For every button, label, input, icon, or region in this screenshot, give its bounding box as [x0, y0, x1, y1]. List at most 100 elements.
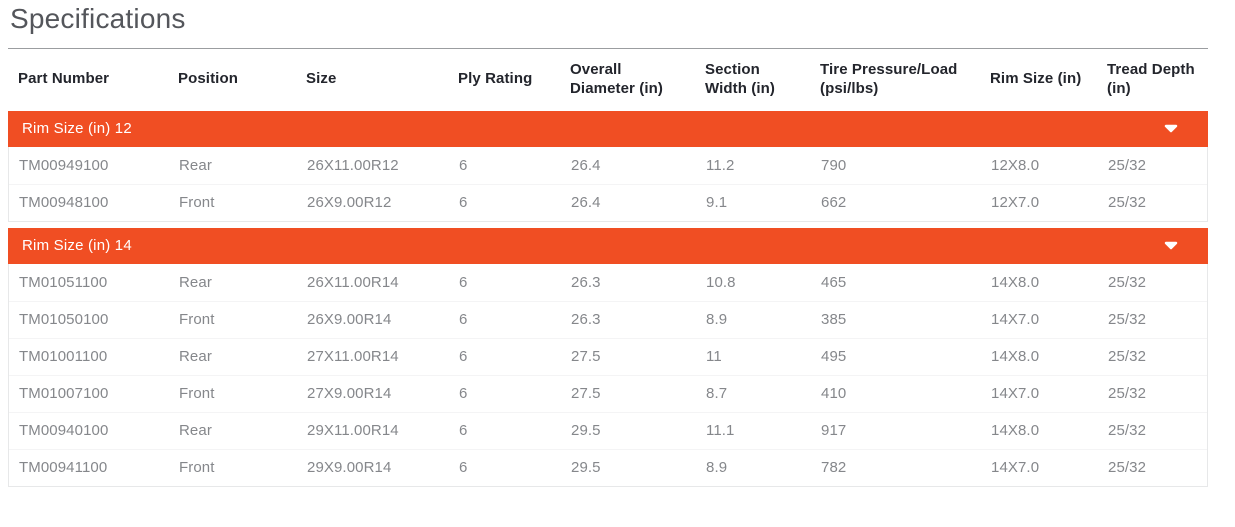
- table-cell: Rear: [179, 273, 212, 291]
- table-cell: 25/32: [1108, 273, 1147, 291]
- table-cell: 6: [459, 156, 468, 174]
- table-cell: 26X9.00R14: [307, 311, 392, 329]
- group-header-label: Rim Size (in) 14: [22, 237, 132, 255]
- table-cell: 10.8: [706, 273, 736, 291]
- table-cell: 8.9: [706, 459, 728, 477]
- table-cell: 25/32: [1108, 422, 1147, 440]
- table-cell: 12X7.0: [991, 194, 1040, 212]
- header-row: Part Number Position Size Ply Rating Ove…: [8, 47, 1208, 111]
- table-cell: TM01050100: [19, 311, 109, 329]
- group-header-label: Rim Size (in) 12: [22, 120, 132, 138]
- column-header: Part Number: [18, 70, 110, 88]
- rim-size-group: Rim Size (in) 12 TM00949100 Rear 26X11.00R…: [8, 110, 1208, 222]
- table-cell: 6: [459, 273, 468, 291]
- table-cell: 385: [821, 311, 847, 329]
- table-cell: 26.4: [571, 194, 601, 212]
- table-cell: 26.3: [571, 273, 601, 291]
- table-cell: 27X9.00R14: [307, 385, 392, 403]
- table-cell: 12X8.0: [991, 156, 1040, 174]
- group-header-bar[interactable]: Rim Size (in) 14: [8, 227, 1208, 264]
- table-cell: 11.2: [706, 156, 735, 174]
- table-cell: 25/32: [1108, 311, 1147, 329]
- table-cell: 26X11.00R14: [307, 273, 399, 291]
- table-groups: Rim Size (in) 12 TM00949100 Rear 26X11.00R…: [8, 110, 1208, 487]
- table-row: TM01007100 Front 27X9.00R14 6 27.5 8.7 410 14X7…: [9, 374, 1207, 412]
- table-cell: 25/32: [1108, 459, 1147, 477]
- page-title: Specifications: [10, 3, 186, 34]
- table-cell: 27.5: [571, 348, 601, 366]
- group-body: TM01051100 Rear 26X11.00R14 6 26.3 10.8 465 14X…: [8, 263, 1208, 487]
- table-cell: 14X8.0: [991, 273, 1040, 291]
- table-cell: TM01051100: [19, 273, 108, 291]
- table-cell: TM00948100: [19, 194, 109, 212]
- table-cell: Front: [179, 459, 215, 477]
- table-cell: 25/32: [1108, 385, 1147, 403]
- table-cell: TM00940100: [19, 422, 109, 440]
- table-cell: 29.5: [571, 422, 601, 440]
- column-header: Overall Diameter (in): [570, 61, 663, 97]
- table-cell: TM01001100: [19, 348, 108, 366]
- table-cell: 26X11.00R12: [307, 156, 399, 174]
- table-row: TM00940100 Rear 29X11.00R14 6 29.5 11.1 917 14X…: [9, 411, 1207, 449]
- table-row: TM00949100 Rear 26X11.00R12 6 26.4 11.2 790 12X…: [9, 147, 1207, 184]
- group-body: TM00949100 Rear 26X11.00R12 6 26.4 11.2 790 12X…: [8, 146, 1208, 222]
- table-cell: 662: [821, 194, 847, 212]
- table-cell: Rear: [179, 156, 212, 174]
- column-header: Tire Pressure/Load (psi/lbs): [820, 61, 958, 97]
- group-header-bar[interactable]: Rim Size (in) 12: [8, 110, 1208, 147]
- table-cell: 6: [459, 348, 468, 366]
- table-row: TM01051100 Rear 26X11.00R14 6 26.3 10.8 465 14X…: [9, 264, 1207, 301]
- caret-down-icon: [1164, 124, 1178, 133]
- table-cell: 14X8.0: [991, 422, 1040, 440]
- column-header: Tread Depth (in): [1107, 61, 1195, 97]
- table-cell: 14X7.0: [991, 311, 1040, 329]
- table-cell: Front: [179, 194, 215, 212]
- table-cell: 410: [821, 385, 847, 403]
- column-header: Position: [178, 70, 238, 88]
- table-cell: 26.4: [571, 156, 601, 174]
- table-row: TM01001100 Rear 27X11.00R14 6 27.5 11 495 14X8.…: [9, 337, 1207, 375]
- table-cell: Rear: [179, 422, 212, 440]
- table-cell: 11.1: [706, 422, 735, 440]
- table-cell: Rear: [179, 348, 212, 366]
- table-cell: 6: [459, 385, 468, 403]
- table-cell: 6: [459, 459, 468, 477]
- table-cell: 6: [459, 194, 468, 212]
- table-row: TM01050100 Front 26X9.00R14 6 26.3 8.9 385 14X7…: [9, 300, 1207, 338]
- table-cell: 6: [459, 311, 468, 329]
- table-cell: 14X7.0: [991, 385, 1040, 403]
- table-cell: 495: [821, 348, 847, 366]
- column-header: Size: [306, 70, 337, 88]
- table-cell: Front: [179, 311, 215, 329]
- table-row: TM00948100 Front 26X9.00R12 6 26.4 9.1 662 12X7…: [9, 183, 1207, 221]
- table-cell: 29X9.00R14: [307, 459, 392, 477]
- table-cell: Front: [179, 385, 215, 403]
- table-cell: TM01007100: [19, 385, 109, 403]
- rim-size-group: Rim Size (in) 14 TM01051100 Rear 26X11.00R…: [8, 227, 1208, 487]
- table-cell: 917: [821, 422, 847, 440]
- table-cell: 11: [706, 348, 722, 366]
- table-cell: 9.1: [706, 194, 728, 212]
- table-cell: 29.5: [571, 459, 601, 477]
- table-cell: TM00949100: [19, 156, 109, 174]
- table-cell: 465: [821, 273, 847, 291]
- table-cell: 790: [821, 156, 847, 174]
- table-cell: 26.3: [571, 311, 601, 329]
- table-cell: 27.5: [571, 385, 601, 403]
- table-cell: 27X11.00R14: [307, 348, 399, 366]
- table-cell: 782: [821, 459, 847, 477]
- table-cell: 25/32: [1108, 348, 1147, 366]
- table-cell: 8.9: [706, 311, 728, 329]
- table-cell: 6: [459, 422, 468, 440]
- column-header: Ply Rating: [458, 70, 533, 88]
- specifications-table: Part Number Position Size Ply Rating Ove…: [8, 47, 1208, 487]
- column-header: Section Width (in): [705, 61, 776, 97]
- table-cell: 25/32: [1108, 194, 1147, 212]
- table-row: TM00941100 Front 29X9.00R14 6 29.5 8.9 782 14X7…: [9, 448, 1207, 486]
- column-header: Rim Size (in): [990, 70, 1082, 88]
- table-cell: 26X9.00R12: [307, 194, 392, 212]
- table-cell: 8.7: [706, 385, 728, 403]
- specifications-page: Specifications Part Number Position Size…: [8, 3, 1208, 487]
- table-cell: 25/32: [1108, 156, 1147, 174]
- caret-down-icon: [1164, 241, 1178, 250]
